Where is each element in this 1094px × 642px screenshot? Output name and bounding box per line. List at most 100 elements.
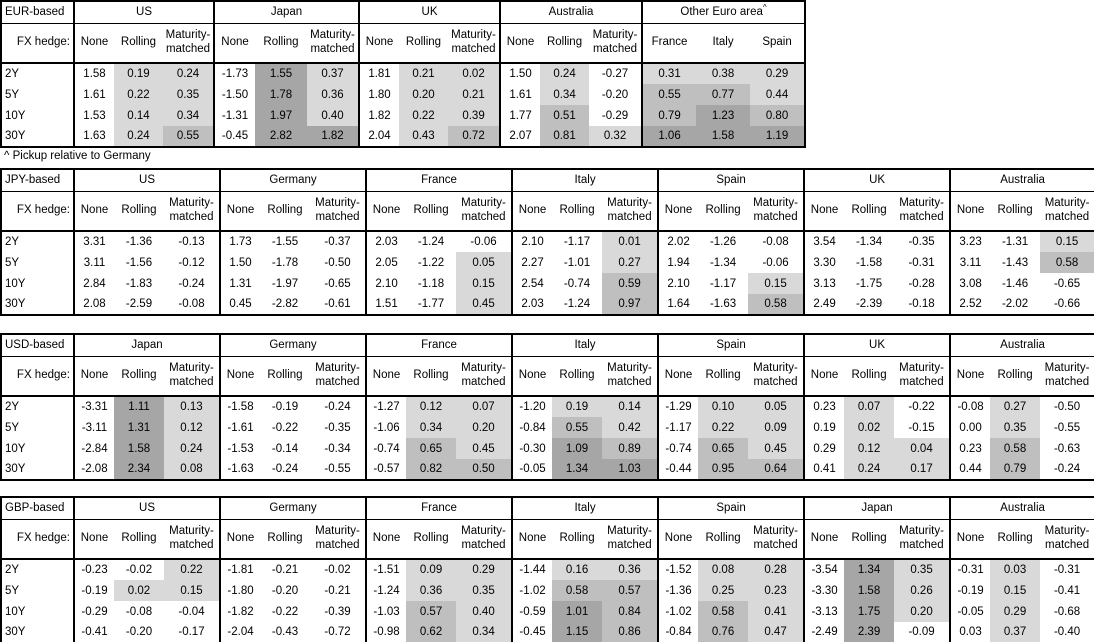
col-header-rolling: Rolling bbox=[698, 191, 749, 232]
data-cell: 0.13 bbox=[164, 396, 220, 417]
group-header-label: Italy bbox=[574, 502, 596, 515]
fx-hedge-label: FX hedge: bbox=[1, 23, 74, 64]
data-cell: -1.01 bbox=[563, 256, 591, 269]
row-label-2y: 2Y bbox=[5, 564, 20, 576]
data-cell: 0.58 bbox=[552, 580, 603, 601]
data-cell: 0.09 bbox=[748, 417, 805, 438]
col-header-none: None bbox=[365, 191, 407, 232]
col-header-rolling: Rolling bbox=[406, 356, 457, 397]
data-cell: 0.03 bbox=[990, 559, 1041, 580]
data-cell: 1.78 bbox=[255, 84, 308, 105]
data-cell: -1.34 bbox=[709, 256, 737, 269]
data-cell: -1.31 bbox=[1001, 236, 1029, 248]
data-cell: -1.20 bbox=[511, 396, 553, 417]
data-cell: 0.21 bbox=[448, 84, 501, 105]
data-cell: 0.64 bbox=[748, 459, 805, 480]
data-cell: -1.46 bbox=[1001, 277, 1029, 290]
data-cell: -0.41 bbox=[1053, 584, 1081, 597]
data-cell: 1.82 bbox=[307, 126, 360, 147]
data-cell: 2.10 bbox=[511, 231, 553, 252]
data-cell: 0.24 bbox=[164, 438, 220, 459]
data-cell: 3.11 bbox=[73, 252, 114, 273]
col-header-rolling: Rolling bbox=[844, 191, 895, 232]
col-header-rolling: Rolling bbox=[406, 519, 457, 560]
data-cell: 0.58 bbox=[748, 294, 805, 315]
data-cell: -1.24 bbox=[563, 298, 591, 310]
data-cell: 0.31 bbox=[641, 63, 697, 84]
col-header-rolling: Rolling bbox=[260, 191, 311, 232]
data-cell: 2.49 bbox=[803, 294, 845, 315]
col-header-maturity-matched: Maturity-matched bbox=[456, 356, 513, 397]
data-cell: 1.06 bbox=[641, 126, 697, 147]
footnote-marker: ^ bbox=[762, 3, 767, 13]
col-header-maturity-matched: Maturity-matched bbox=[164, 191, 221, 232]
group-header-italy: Italy bbox=[511, 497, 659, 520]
data-cell: -1.18 bbox=[417, 277, 445, 290]
data-cell: -2.39 bbox=[855, 298, 883, 310]
data-cell: 0.44 bbox=[949, 459, 991, 480]
group-header-label: Italy bbox=[574, 174, 596, 187]
data-cell: 1.31 bbox=[114, 417, 164, 438]
data-cell: -1.03 bbox=[365, 601, 407, 622]
data-cell: 0.58 bbox=[990, 438, 1041, 459]
data-cell: 1.09 bbox=[552, 438, 603, 459]
data-cell: -0.44 bbox=[657, 459, 699, 480]
col-header-none: None bbox=[949, 191, 991, 232]
data-cell: -0.21 bbox=[324, 584, 351, 597]
data-cell: 2.05 bbox=[365, 252, 407, 273]
data-cell: 3.30 bbox=[803, 252, 845, 273]
base-label: EUR-based bbox=[1, 1, 74, 24]
data-cell: -1.26 bbox=[709, 236, 737, 248]
data-cell: -0.15 bbox=[908, 421, 935, 434]
group-header-japan: Japan bbox=[73, 334, 220, 357]
group-header-label: France bbox=[421, 502, 457, 515]
col-header-none: None bbox=[73, 356, 114, 397]
data-cell: 0.51 bbox=[540, 105, 590, 126]
data-cell: -0.04 bbox=[178, 605, 205, 618]
data-cell: 3.08 bbox=[949, 273, 991, 294]
data-cell: 0.65 bbox=[406, 438, 457, 459]
col-header-rolling: Rolling bbox=[844, 519, 895, 560]
data-cell: 0.23 bbox=[949, 438, 991, 459]
col-header-maturity-matched: Maturity-matched bbox=[748, 356, 805, 397]
data-cell: 0.45 bbox=[456, 438, 513, 459]
data-cell: 0.44 bbox=[750, 84, 806, 105]
col-header-none: None bbox=[73, 23, 114, 64]
data-cell: -1.80 bbox=[219, 580, 261, 601]
group-header-label: France bbox=[421, 339, 457, 352]
data-cell: 1.63 bbox=[73, 126, 114, 147]
data-cell: 2.08 bbox=[73, 294, 114, 315]
data-cell: 0.16 bbox=[552, 559, 603, 580]
group-header-label: France bbox=[421, 174, 457, 187]
group-header-label: UK bbox=[421, 6, 438, 19]
data-cell: -0.22 bbox=[271, 605, 299, 618]
table-gbp-based: GBP-based US Germany France Italy Spain Japan A… bbox=[0, 496, 1094, 642]
data-cell: -2.82 bbox=[271, 298, 299, 310]
data-cell: 0.45 bbox=[748, 438, 805, 459]
data-cell: -0.31 bbox=[949, 559, 991, 580]
data-cell: -2.04 bbox=[219, 622, 261, 642]
data-cell: -0.57 bbox=[365, 459, 407, 480]
data-cell: -0.19 bbox=[949, 580, 991, 601]
data-cell: 0.15 bbox=[748, 273, 805, 294]
col-header-none: None bbox=[949, 356, 991, 397]
data-cell: 0.40 bbox=[456, 601, 513, 622]
col-header-maturity-matched: Maturity-matched bbox=[448, 23, 501, 64]
data-cell: 0.29 bbox=[803, 438, 845, 459]
data-cell: -0.02 bbox=[324, 564, 351, 576]
data-cell: 1.77 bbox=[499, 105, 541, 126]
data-cell: 0.08 bbox=[164, 459, 220, 480]
data-cell: -0.68 bbox=[1053, 605, 1081, 618]
data-cell: 0.22 bbox=[114, 84, 163, 105]
col-header-maturity-matched: Maturity-matched bbox=[164, 356, 220, 397]
col-header-rolling: Rolling bbox=[114, 519, 164, 560]
data-cell: -0.35 bbox=[908, 236, 935, 248]
col-header-maturity-matched: Maturity-matched bbox=[456, 191, 513, 232]
col-header-none: None bbox=[219, 519, 261, 560]
data-cell: 0.34 bbox=[163, 105, 215, 126]
data-cell: 1.61 bbox=[73, 84, 114, 105]
col-header-none: None bbox=[73, 519, 114, 560]
data-cell: -0.39 bbox=[324, 605, 351, 618]
data-cell: -1.17 bbox=[657, 417, 699, 438]
data-cell: -1.02 bbox=[511, 580, 553, 601]
